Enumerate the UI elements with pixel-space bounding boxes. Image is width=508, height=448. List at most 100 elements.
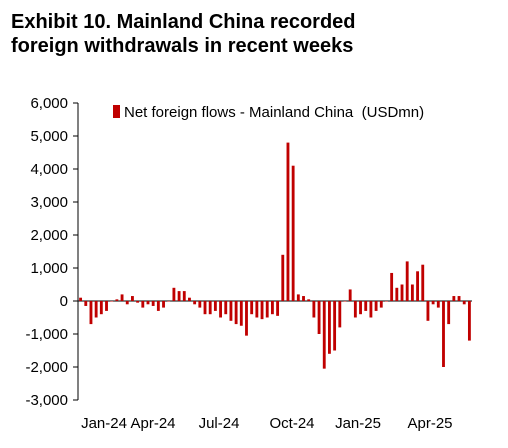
y-tick-label: 4,000 bbox=[30, 161, 68, 178]
bar bbox=[276, 301, 280, 316]
bar bbox=[89, 301, 93, 325]
bar bbox=[338, 301, 342, 328]
x-tick-label: Jan-24 bbox=[81, 415, 127, 432]
x-tick-label: Jan-25 bbox=[335, 415, 381, 432]
bar bbox=[374, 301, 378, 311]
bar bbox=[213, 301, 217, 311]
legend: Net foreign flows - Mainland China (USDm… bbox=[113, 104, 424, 121]
y-tick-label: 3,000 bbox=[30, 194, 68, 211]
bar bbox=[115, 299, 119, 301]
bar bbox=[447, 301, 451, 325]
bar bbox=[307, 299, 311, 301]
bar bbox=[333, 301, 337, 351]
bar bbox=[286, 142, 290, 301]
y-tick-label: 1,000 bbox=[30, 260, 68, 277]
bar bbox=[452, 296, 456, 301]
bar bbox=[390, 272, 394, 301]
bar bbox=[125, 301, 129, 305]
bar bbox=[431, 301, 435, 305]
x-tick-label: Jul-24 bbox=[199, 415, 240, 432]
bar bbox=[193, 301, 197, 305]
bar bbox=[457, 296, 461, 301]
bar bbox=[270, 301, 274, 315]
legend-label: Net foreign flows - Mainland China (USDm… bbox=[124, 104, 424, 121]
bar bbox=[317, 301, 321, 334]
bar bbox=[234, 301, 238, 325]
bar bbox=[94, 301, 98, 318]
bar bbox=[198, 301, 202, 308]
x-tick-label: Oct-24 bbox=[269, 415, 314, 432]
bar bbox=[385, 301, 388, 302]
bar bbox=[136, 301, 140, 303]
bar bbox=[84, 301, 88, 306]
bar bbox=[421, 264, 425, 301]
bar bbox=[141, 301, 145, 308]
bar bbox=[110, 301, 114, 302]
bar bbox=[462, 301, 466, 305]
bar bbox=[172, 287, 176, 301]
bar bbox=[219, 301, 222, 318]
y-tick-label: 5,000 bbox=[30, 128, 68, 145]
bar bbox=[208, 301, 212, 315]
bar bbox=[188, 297, 191, 301]
bar bbox=[146, 301, 150, 305]
y-axis: -3,000 -2,000 -1,000 0 1,000 2,000 3,000 4,000 5… bbox=[25, 95, 79, 409]
bar bbox=[99, 301, 103, 315]
bar bbox=[265, 301, 269, 318]
bar bbox=[348, 289, 352, 301]
bar bbox=[343, 301, 347, 302]
bar bbox=[328, 301, 331, 354]
bar bbox=[322, 301, 326, 369]
bar bbox=[369, 301, 373, 318]
bar bbox=[120, 294, 124, 301]
bar bbox=[353, 301, 357, 318]
bar bbox=[410, 284, 414, 301]
chart-title-line-2: foreign withdrawals in recent weeks bbox=[11, 35, 354, 57]
bar bbox=[224, 301, 228, 315]
bar bbox=[405, 261, 409, 301]
bar-series bbox=[79, 142, 471, 369]
bar bbox=[359, 301, 362, 315]
bar bbox=[364, 301, 368, 311]
y-tick-label: 2,000 bbox=[30, 227, 68, 244]
y-tick-label: 6,000 bbox=[30, 95, 68, 112]
y-tick-label: -1,000 bbox=[25, 326, 68, 343]
bar bbox=[203, 301, 207, 315]
bar bbox=[105, 301, 108, 311]
bar bbox=[182, 291, 186, 301]
bar bbox=[296, 294, 300, 301]
bar bbox=[379, 301, 383, 308]
bar bbox=[416, 271, 419, 301]
chart-title-line-1: Exhibit 10. Mainland China recorded bbox=[11, 11, 356, 33]
bar bbox=[156, 301, 160, 311]
legend-swatch bbox=[113, 105, 120, 118]
bar bbox=[467, 301, 471, 341]
x-axis: Jan-24 Apr-24 Jul-24 Oct-24 Jan-25 Apr-25 bbox=[78, 300, 472, 432]
bar bbox=[167, 301, 171, 302]
x-tick-label: Apr-24 bbox=[130, 415, 175, 432]
y-tick-label: -2,000 bbox=[25, 359, 68, 376]
bar bbox=[239, 301, 243, 326]
bar bbox=[245, 301, 248, 336]
bar bbox=[281, 254, 285, 301]
bar bbox=[131, 296, 134, 301]
y-tick-label: 0 bbox=[60, 293, 68, 310]
bar bbox=[151, 301, 155, 306]
bar bbox=[302, 296, 305, 301]
y-tick-label: -3,000 bbox=[25, 392, 68, 409]
bar bbox=[229, 301, 233, 321]
bar bbox=[250, 301, 254, 315]
bar bbox=[312, 301, 316, 318]
bar bbox=[162, 301, 165, 308]
bar bbox=[291, 165, 295, 301]
bar bbox=[395, 287, 399, 301]
bar bbox=[442, 301, 445, 367]
bar bbox=[400, 284, 404, 301]
bar bbox=[436, 301, 440, 308]
bar bbox=[260, 301, 264, 320]
bar bbox=[255, 301, 259, 318]
bar bbox=[426, 301, 430, 321]
x-tick-label: Apr-25 bbox=[407, 415, 452, 432]
chart-title: Exhibit 10. Mainland China recorded fore… bbox=[11, 10, 356, 58]
